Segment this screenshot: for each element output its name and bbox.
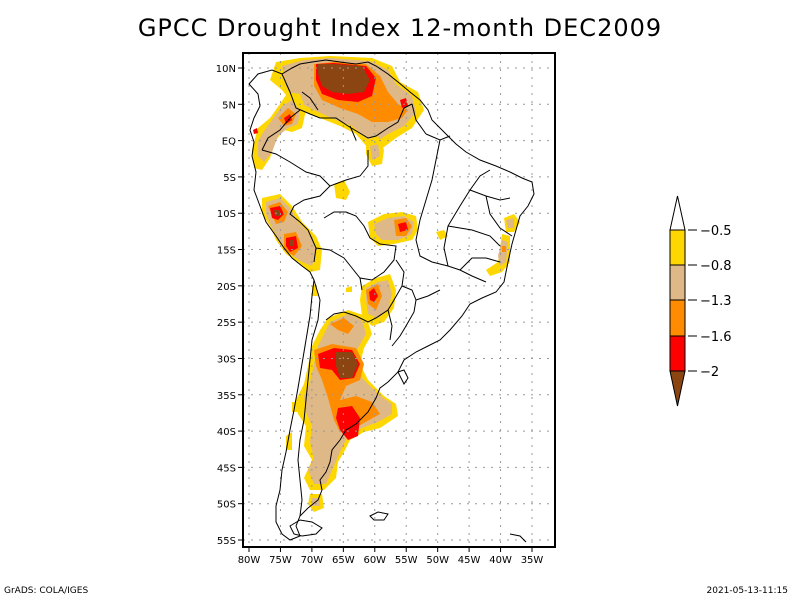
footer-timestamp: 2021-05-13-11:15 [706, 586, 789, 596]
x-tick-label: 60W [363, 555, 386, 566]
y-tick-label: EQ [222, 137, 236, 148]
shade-arg-brown [336, 352, 358, 378]
shade-goias-yellow [436, 230, 448, 240]
legend-band-orange [669, 299, 686, 337]
y-tick-label: 45S [217, 463, 236, 474]
tierra-del-fuego [289, 519, 323, 537]
legend-label: −0.8 [700, 259, 732, 274]
x-tick-label: 40W [489, 555, 512, 566]
footer-credit: GrADS: COLA/IGES [4, 586, 89, 596]
uruguay-lagoon [397, 369, 409, 385]
legend-band-tan [669, 264, 686, 301]
shade-ebrazil-orange [502, 246, 506, 252]
color-legend: −0.5 −0.8 −1.3 −1.6 −2 [669, 195, 732, 407]
shade-colombia-red [284, 114, 292, 124]
shade-amazon-yellow [334, 180, 350, 200]
y-tick-label: 10S [217, 209, 236, 220]
shade-guyana-red [400, 98, 408, 108]
legend-band-yellow [669, 229, 686, 266]
y-tick-label: 35S [217, 391, 236, 402]
x-tick-label: 70W [301, 555, 324, 566]
y-axis: 10N 5N EQ 5S 10S 15S 20S 25S 30S 35S 40S 45S 50S 55S [216, 64, 243, 547]
map-title: GPCC Drought Index 12-month DEC2009 [137, 14, 663, 42]
shade-venezuela-brown [318, 64, 370, 94]
y-tick-label: 5N [222, 100, 236, 111]
x-tick-label: 65W [332, 555, 355, 566]
x-tick-label: 45W [458, 555, 481, 566]
legend-label: −1.6 [700, 330, 732, 345]
x-tick-label: 50W [426, 555, 449, 566]
legend-band-red [669, 335, 686, 372]
drought-shading [252, 56, 520, 512]
south-america-coastline [248, 59, 535, 541]
y-tick-label: 40S [217, 427, 236, 438]
x-tick-label: 35W [521, 555, 544, 566]
y-tick-label: 10N [216, 64, 236, 75]
legend-bottom-cap [669, 370, 686, 407]
legend-label: −0.5 [700, 224, 732, 239]
shade-chile-yellow [286, 402, 324, 512]
x-tick-label: 75W [269, 555, 292, 566]
y-tick-label: 15S [217, 246, 236, 257]
shade-ebrazil-tan [498, 218, 514, 266]
falkland-islands [369, 511, 389, 521]
south-georgia [509, 533, 527, 543]
legend-label: −2 [700, 365, 719, 380]
x-axis: 80W 75W 70W 65W 60W 55W 50W 45W 40W 35W [238, 547, 544, 566]
y-tick-label: 20S [217, 282, 236, 293]
y-tick-label: 55S [217, 536, 236, 547]
y-tick-label: 30S [217, 354, 236, 365]
y-tick-label: 25S [217, 318, 236, 329]
x-tick-label: 55W [395, 555, 418, 566]
coastlines [248, 59, 535, 543]
shade-amazon2-tan [370, 144, 380, 160]
country-borders [261, 73, 513, 517]
shade-mt-red [398, 222, 408, 232]
y-tick-label: 50S [217, 500, 236, 511]
shade-paraguay-red [369, 288, 378, 302]
shade-ecuador-red [253, 128, 258, 134]
legend-label: −1.3 [700, 294, 732, 309]
y-tick-label: 5S [223, 173, 236, 184]
x-tick-label: 80W [238, 555, 261, 566]
map-frame [242, 52, 556, 548]
legend-top-cap [669, 195, 686, 231]
